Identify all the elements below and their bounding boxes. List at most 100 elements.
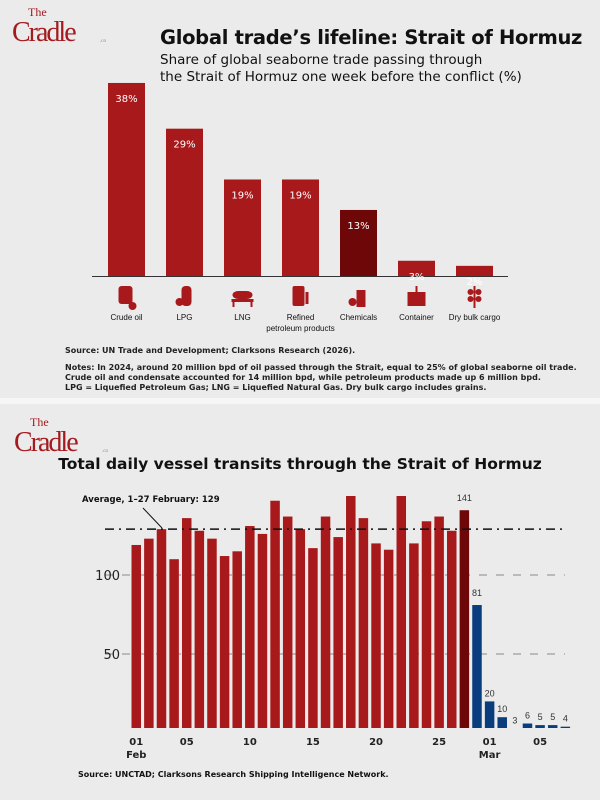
bar-lpg xyxy=(166,128,203,276)
bar-09-feb xyxy=(232,551,242,728)
data-label: 5 xyxy=(550,712,555,722)
bottom-source: Source: UNCTAD; Clarksons Research Shipp… xyxy=(78,770,389,779)
bar-05-mar xyxy=(535,725,545,728)
bar-02-feb xyxy=(144,538,154,728)
category-label: Dry bulk cargo xyxy=(449,313,501,322)
bar-chemicals xyxy=(340,209,377,276)
category-label: Refined xyxy=(287,313,315,322)
data-label: 141 xyxy=(457,493,472,503)
bar-05-feb xyxy=(181,518,192,728)
cradle-logo: The Cradle .co xyxy=(12,6,112,48)
logo-the: The xyxy=(30,415,49,429)
subtitle-line: Share of global seaborne trade passing t… xyxy=(160,52,483,68)
x-tick-label: 01 xyxy=(129,737,143,748)
shipping-container-icon xyxy=(407,286,426,306)
data-label: 3% xyxy=(409,272,425,283)
data-label: 5 xyxy=(538,712,543,722)
bar-10-feb xyxy=(245,526,255,728)
oil-barrel-icon xyxy=(118,286,137,310)
y-tick-label: 50 xyxy=(103,648,120,663)
bar-07-mar xyxy=(560,726,571,728)
fuel-pump-icon xyxy=(292,286,309,306)
top-bar-chart: 38% Crude oil 29% LPG 19% LNG 19% Refined petrol… xyxy=(92,82,508,333)
chemical-flask-icon xyxy=(348,290,366,307)
category-label: LPG xyxy=(176,313,192,322)
note-line: Crude oil and condensate accounted for 1… xyxy=(65,373,541,382)
logo-the: The xyxy=(28,5,47,19)
y-tick-label: 100 xyxy=(95,569,120,584)
data-label: 29% xyxy=(173,140,195,151)
bar-20-feb xyxy=(371,543,381,728)
note-line: Notes: In 2024, around 20 million bpd of… xyxy=(65,363,577,372)
logo-suffix: .co xyxy=(102,449,108,454)
bar-13-feb xyxy=(282,516,293,728)
bar-06-feb xyxy=(194,530,205,728)
category-label: LNG xyxy=(234,313,250,322)
bar-17-feb xyxy=(333,537,343,728)
average-annotation: Average, 1–27 February: 129 xyxy=(82,495,220,505)
x-tick-label: 05 xyxy=(533,737,547,748)
category-label: Container xyxy=(399,313,434,322)
bar-11-feb xyxy=(257,533,268,728)
bar-01-mar xyxy=(484,701,495,728)
x-tick-label: 15 xyxy=(306,737,320,748)
bar-01-feb xyxy=(131,544,141,728)
bar-18-feb xyxy=(346,496,356,728)
bar-06-mar xyxy=(547,725,558,728)
bar-12-feb xyxy=(270,500,280,728)
bar-08-feb xyxy=(219,556,230,728)
top-chart-title: Global trade’s lifeline: Strait of Hormu… xyxy=(160,26,583,49)
data-label: 4 xyxy=(563,714,568,724)
data-label: 81 xyxy=(472,588,482,598)
bar-26-feb xyxy=(447,530,457,728)
bar-24-feb xyxy=(421,521,432,728)
bar-lng xyxy=(224,179,261,276)
x-tick-month: Mar xyxy=(479,750,501,761)
bar-16-feb xyxy=(320,516,331,728)
bar-04-feb xyxy=(169,559,179,728)
gas-cylinder-icon xyxy=(175,286,192,306)
bar-23-feb xyxy=(409,543,419,728)
data-label: 38% xyxy=(115,94,137,105)
x-tick-label: 05 xyxy=(180,737,194,748)
data-label: 3 xyxy=(512,715,517,725)
top-chart-subtitle: Share of global seaborne trade passing t… xyxy=(160,52,580,86)
bottom-chart-title: Total daily vessel transits through the … xyxy=(58,455,542,473)
x-tick-label: 20 xyxy=(369,737,383,748)
bar-25-feb xyxy=(434,516,444,728)
bar-02-mar xyxy=(497,717,507,728)
bar-22-feb xyxy=(396,496,407,728)
top-notes: Notes: In 2024, around 20 million bpd of… xyxy=(65,363,577,393)
bar-07-feb xyxy=(207,538,217,728)
data-label: 2% xyxy=(467,277,483,288)
data-label: 13% xyxy=(347,221,369,232)
x-tick-label: 10 xyxy=(243,737,257,748)
x-tick-month: Feb xyxy=(126,750,146,761)
bar-container xyxy=(398,260,435,276)
data-label: 19% xyxy=(231,190,253,201)
bar-04-mar xyxy=(522,723,533,728)
lng-tank-icon xyxy=(231,291,254,307)
bar-dry-bulk-cargo xyxy=(456,265,493,276)
bar-refined-petroleum-products xyxy=(282,179,319,276)
bar-19-feb xyxy=(358,518,369,728)
bar-21-feb xyxy=(383,549,394,728)
bar-crude-oil xyxy=(108,82,145,277)
bar-14-feb xyxy=(295,529,306,728)
bar-03-feb xyxy=(156,529,167,728)
data-label: 20 xyxy=(485,688,495,698)
logo-suffix: .co xyxy=(100,39,106,44)
x-tick-label: 25 xyxy=(432,737,446,748)
data-label: 19% xyxy=(289,190,311,201)
subtitle-line: the Strait of Hormuz one week before the… xyxy=(160,69,522,85)
x-tick-label: 01 xyxy=(483,737,497,748)
note-line: LPG = Liquefied Petroleum Gas; LNG = Liq… xyxy=(65,383,487,392)
data-label: 10 xyxy=(497,704,507,714)
logo-name: Cradle xyxy=(12,17,77,48)
wheat-icon xyxy=(467,286,482,308)
category-label: Chemicals xyxy=(340,313,377,322)
cradle-logo: The Cradle .co xyxy=(14,416,114,458)
logo-name: Cradle xyxy=(14,427,79,458)
bar-15-feb xyxy=(308,548,318,728)
